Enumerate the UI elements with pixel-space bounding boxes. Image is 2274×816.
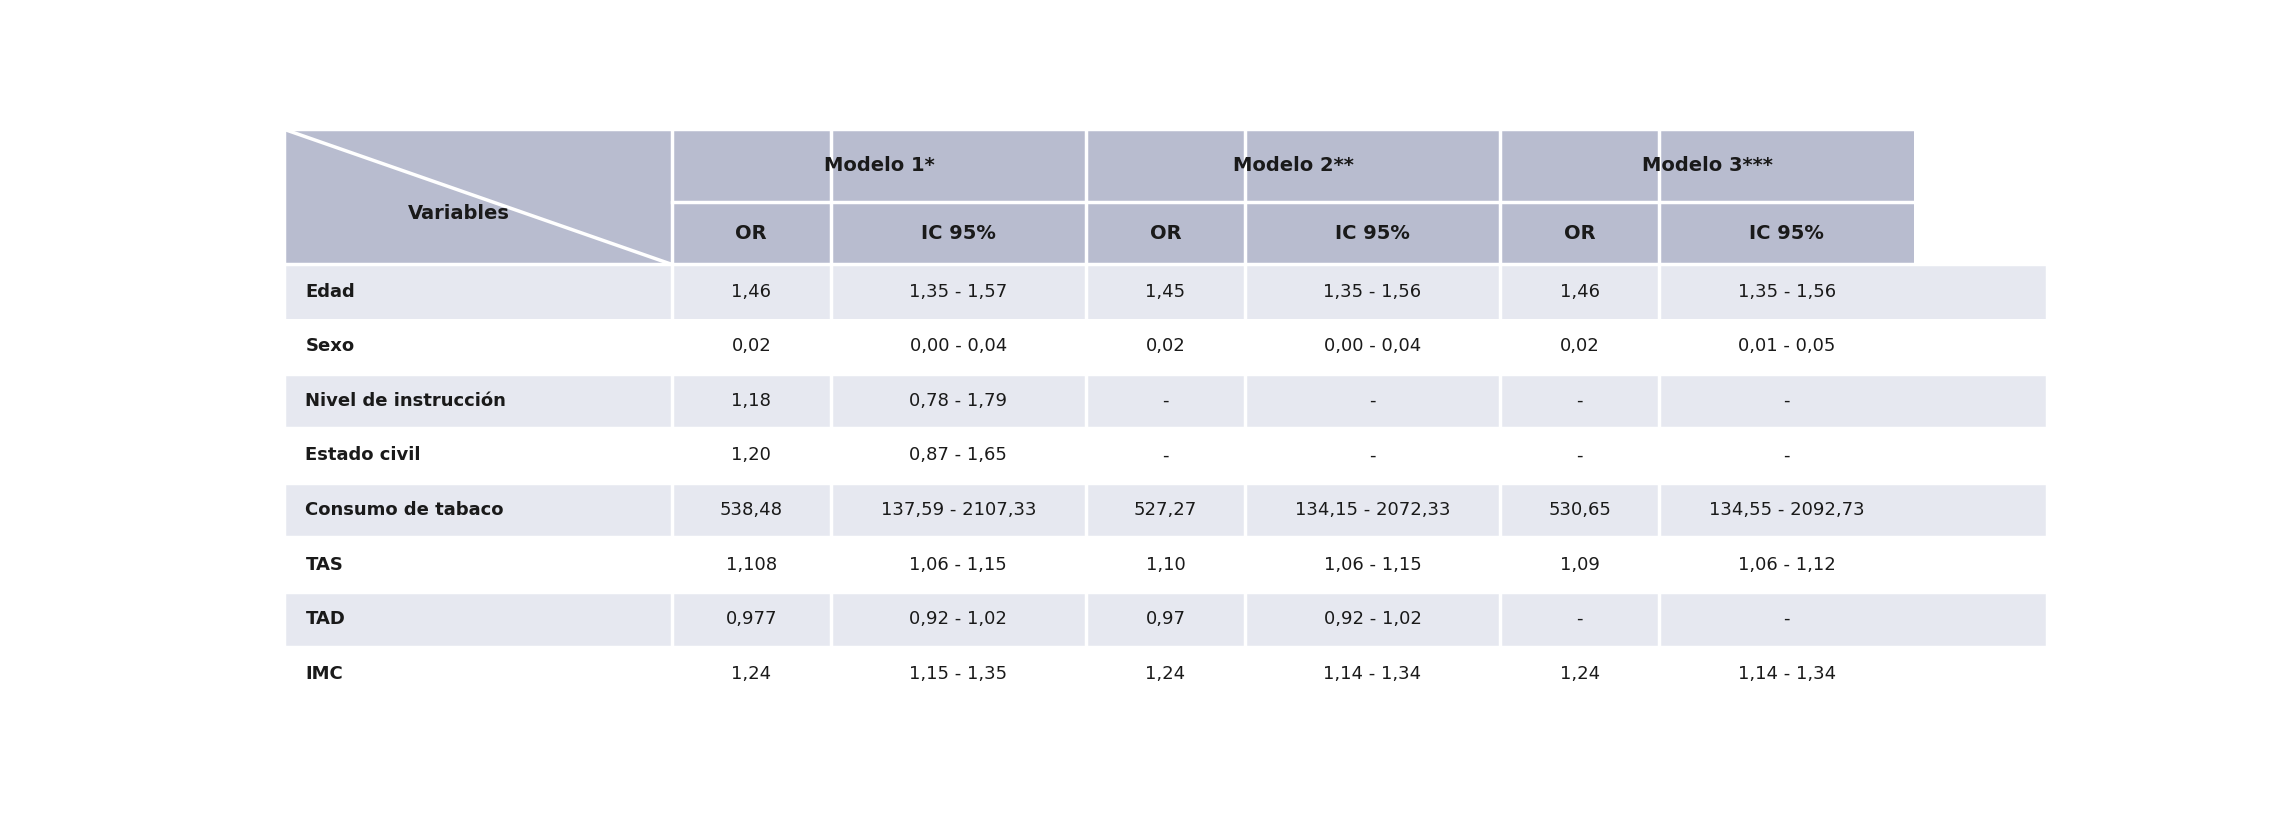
- FancyBboxPatch shape: [1087, 129, 1501, 202]
- FancyBboxPatch shape: [284, 319, 2047, 374]
- Text: 1,24: 1,24: [1146, 665, 1185, 683]
- Text: -: -: [1162, 446, 1169, 464]
- Text: Modelo 2**: Modelo 2**: [1233, 156, 1353, 175]
- Text: IC 95%: IC 95%: [1749, 224, 1824, 242]
- Text: 137,59 - 2107,33: 137,59 - 2107,33: [880, 501, 1037, 519]
- Text: 0,92 - 1,02: 0,92 - 1,02: [1323, 610, 1421, 628]
- Text: -: -: [1576, 446, 1583, 464]
- Text: Modelo 1*: Modelo 1*: [823, 156, 935, 175]
- Text: Consumo de tabaco: Consumo de tabaco: [305, 501, 505, 519]
- Text: TAS: TAS: [305, 556, 343, 574]
- Text: 0,02: 0,02: [732, 337, 771, 355]
- Text: Variables: Variables: [407, 203, 509, 223]
- Text: Nivel de instrucción: Nivel de instrucción: [305, 392, 507, 410]
- Text: 0,92 - 1,02: 0,92 - 1,02: [910, 610, 1007, 628]
- FancyBboxPatch shape: [284, 428, 2047, 483]
- Text: 0,97: 0,97: [1146, 610, 1185, 628]
- Text: OR: OR: [735, 224, 766, 242]
- Text: 1,35 - 1,56: 1,35 - 1,56: [1737, 282, 1835, 301]
- FancyBboxPatch shape: [1087, 202, 1244, 264]
- Text: 0,87 - 1,65: 0,87 - 1,65: [910, 446, 1007, 464]
- FancyBboxPatch shape: [284, 483, 2047, 538]
- Text: 1,09: 1,09: [1560, 556, 1599, 574]
- FancyBboxPatch shape: [284, 538, 2047, 592]
- Text: IMC: IMC: [305, 665, 343, 683]
- Text: 0,977: 0,977: [725, 610, 778, 628]
- FancyBboxPatch shape: [673, 129, 1087, 202]
- Text: 0,01 - 0,05: 0,01 - 0,05: [1737, 337, 1835, 355]
- Text: OR: OR: [1565, 224, 1596, 242]
- Text: 0,00 - 0,04: 0,00 - 0,04: [910, 337, 1007, 355]
- Text: 1,14 - 1,34: 1,14 - 1,34: [1737, 665, 1835, 683]
- FancyBboxPatch shape: [830, 202, 1087, 264]
- Text: 1,06 - 1,12: 1,06 - 1,12: [1737, 556, 1835, 574]
- Text: 0,02: 0,02: [1146, 337, 1185, 355]
- Text: 1,46: 1,46: [732, 282, 771, 301]
- Text: 0,00 - 0,04: 0,00 - 0,04: [1323, 337, 1421, 355]
- Text: OR: OR: [1151, 224, 1180, 242]
- FancyBboxPatch shape: [284, 592, 2047, 646]
- Text: TAD: TAD: [305, 610, 346, 628]
- Text: 527,27: 527,27: [1135, 501, 1196, 519]
- FancyBboxPatch shape: [1501, 202, 1660, 264]
- FancyBboxPatch shape: [1244, 202, 1501, 264]
- Text: 1,10: 1,10: [1146, 556, 1185, 574]
- FancyBboxPatch shape: [284, 264, 2047, 319]
- Text: 1,35 - 1,56: 1,35 - 1,56: [1323, 282, 1421, 301]
- FancyBboxPatch shape: [1501, 129, 1915, 202]
- Text: -: -: [1369, 392, 1376, 410]
- Text: IC 95%: IC 95%: [1335, 224, 1410, 242]
- Text: 1,20: 1,20: [732, 446, 771, 464]
- Text: 1,15 - 1,35: 1,15 - 1,35: [910, 665, 1007, 683]
- Text: 1,14 - 1,34: 1,14 - 1,34: [1323, 665, 1421, 683]
- Text: -: -: [1783, 610, 1790, 628]
- Text: 1,24: 1,24: [1560, 665, 1599, 683]
- Text: 1,06 - 1,15: 1,06 - 1,15: [1323, 556, 1421, 574]
- Text: 1,45: 1,45: [1146, 282, 1185, 301]
- FancyBboxPatch shape: [673, 202, 830, 264]
- Text: 134,15 - 2072,33: 134,15 - 2072,33: [1294, 501, 1451, 519]
- Text: 0,78 - 1,79: 0,78 - 1,79: [910, 392, 1007, 410]
- Text: 1,108: 1,108: [725, 556, 778, 574]
- Text: 1,46: 1,46: [1560, 282, 1599, 301]
- Text: -: -: [1369, 446, 1376, 464]
- FancyBboxPatch shape: [284, 374, 2047, 428]
- Text: Estado civil: Estado civil: [305, 446, 421, 464]
- Text: 1,06 - 1,15: 1,06 - 1,15: [910, 556, 1007, 574]
- FancyBboxPatch shape: [1660, 202, 1915, 264]
- Text: -: -: [1783, 446, 1790, 464]
- Text: -: -: [1576, 392, 1583, 410]
- Text: 134,55 - 2092,73: 134,55 - 2092,73: [1708, 501, 1865, 519]
- Text: 1,24: 1,24: [732, 665, 771, 683]
- Text: 538,48: 538,48: [721, 501, 782, 519]
- Text: 1,35 - 1,57: 1,35 - 1,57: [910, 282, 1007, 301]
- Text: 530,65: 530,65: [1549, 501, 1610, 519]
- Text: -: -: [1576, 610, 1583, 628]
- Text: 1,18: 1,18: [732, 392, 771, 410]
- Text: Edad: Edad: [305, 282, 355, 301]
- Text: Sexo: Sexo: [305, 337, 355, 355]
- FancyBboxPatch shape: [284, 129, 673, 264]
- Text: Modelo 3***: Modelo 3***: [1642, 156, 1774, 175]
- Text: IC 95%: IC 95%: [921, 224, 996, 242]
- Text: 0,02: 0,02: [1560, 337, 1599, 355]
- Text: -: -: [1162, 392, 1169, 410]
- Text: -: -: [1783, 392, 1790, 410]
- FancyBboxPatch shape: [284, 646, 2047, 701]
